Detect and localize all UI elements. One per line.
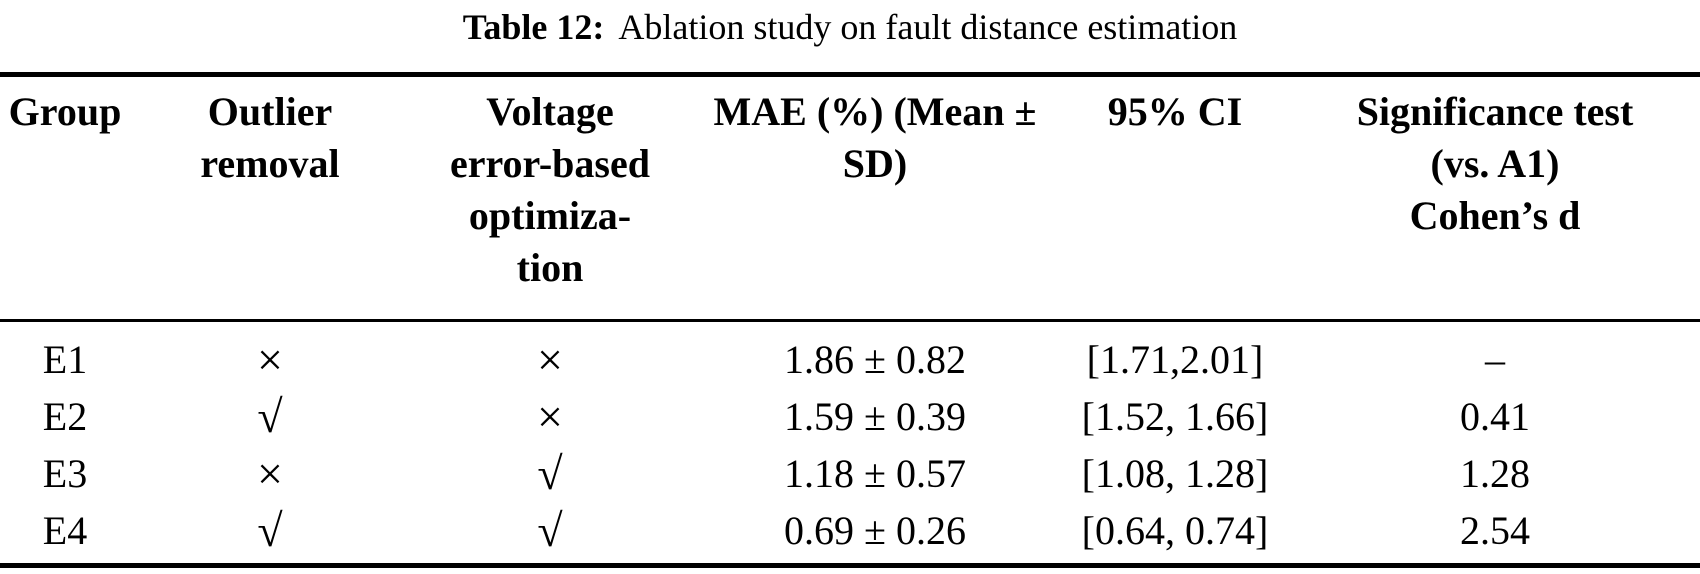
- cell-significance: 0.41: [1460, 394, 1530, 439]
- column-header-ci: 95% CI: [1060, 86, 1290, 138]
- cell-group: E4: [42, 508, 88, 553]
- table-caption-text: Ablation study on fault distance estimat…: [618, 7, 1238, 47]
- table-body: E1 × × 1.86 ± 0.82 [1.71,2.01] – E2 √ × …: [0, 331, 1700, 559]
- header-line: optimiza-: [468, 193, 632, 238]
- header-line: removal: [200, 141, 340, 186]
- header-line: Voltage: [486, 89, 614, 134]
- table-header-row: Group Outlier removal Voltage error-base…: [0, 86, 1700, 294]
- table-bottom-rule: [0, 563, 1700, 568]
- header-line: SD): [842, 141, 908, 186]
- header-line: tion: [516, 245, 584, 290]
- table-row-e1: E1 × × 1.86 ± 0.82 [1.71,2.01] –: [0, 331, 1700, 388]
- cell-mae: 1.86 ± 0.82: [784, 337, 966, 382]
- cell-ci: [1.08, 1.28]: [1081, 451, 1269, 496]
- header-line: Group: [8, 89, 122, 134]
- cell-significance: –: [1485, 337, 1505, 382]
- header-line: MAE (%) (Mean ±: [713, 89, 1037, 134]
- cell-outlier-removal-mark: ×: [257, 334, 283, 385]
- table-row-e4: E4 √ √ 0.69 ± 0.26 [0.64, 0.74] 2.54: [0, 502, 1700, 559]
- column-header-mae: MAE (%) (Mean ± SD): [690, 86, 1060, 190]
- header-line: Cohen’s d: [1409, 193, 1581, 238]
- cell-outlier-removal-mark: √: [257, 505, 283, 556]
- cell-outlier-removal-mark: √: [257, 391, 283, 442]
- cell-group: E3: [42, 451, 88, 496]
- cell-mae: 1.18 ± 0.57: [784, 451, 966, 496]
- header-line: error-based: [450, 141, 650, 186]
- table-top-rule: [0, 72, 1700, 77]
- column-header-group: Group: [0, 86, 130, 138]
- header-line: 95% CI: [1107, 89, 1243, 134]
- header-line: (vs. A1): [1430, 141, 1560, 186]
- cell-group: E1: [42, 337, 88, 382]
- cell-voltage-opt-mark: √: [537, 448, 563, 499]
- header-line: Outlier: [207, 89, 333, 134]
- cell-voltage-opt-mark: ×: [537, 391, 563, 442]
- table-caption-label: Table 12:: [462, 7, 605, 47]
- cell-mae: 0.69 ± 0.26: [784, 508, 966, 553]
- cell-voltage-opt-mark: ×: [537, 334, 563, 385]
- column-header-significance: Significance test (vs. A1) Cohen’s d: [1290, 86, 1700, 242]
- cell-outlier-removal-mark: ×: [257, 448, 283, 499]
- cell-voltage-opt-mark: √: [537, 505, 563, 556]
- cell-mae: 1.59 ± 0.39: [784, 394, 966, 439]
- cell-group: E2: [42, 394, 88, 439]
- table-row-e3: E3 × √ 1.18 ± 0.57 [1.08, 1.28] 1.28: [0, 445, 1700, 502]
- table-caption: Table 12: Ablation study on fault distanc…: [0, 6, 1700, 48]
- cell-ci: [1.52, 1.66]: [1081, 394, 1269, 439]
- cell-ci: [0.64, 0.74]: [1081, 508, 1269, 553]
- cell-ci: [1.71,2.01]: [1086, 337, 1264, 382]
- table-row-e2: E2 √ × 1.59 ± 0.39 [1.52, 1.66] 0.41: [0, 388, 1700, 445]
- header-line: Significance test: [1356, 89, 1634, 134]
- column-header-outlier-removal: Outlier removal: [130, 86, 410, 190]
- cell-significance: 2.54: [1460, 508, 1530, 553]
- column-header-voltage-optimization: Voltage error-based optimiza- tion: [410, 86, 690, 294]
- table-mid-rule: [0, 319, 1700, 322]
- cell-significance: 1.28: [1460, 451, 1530, 496]
